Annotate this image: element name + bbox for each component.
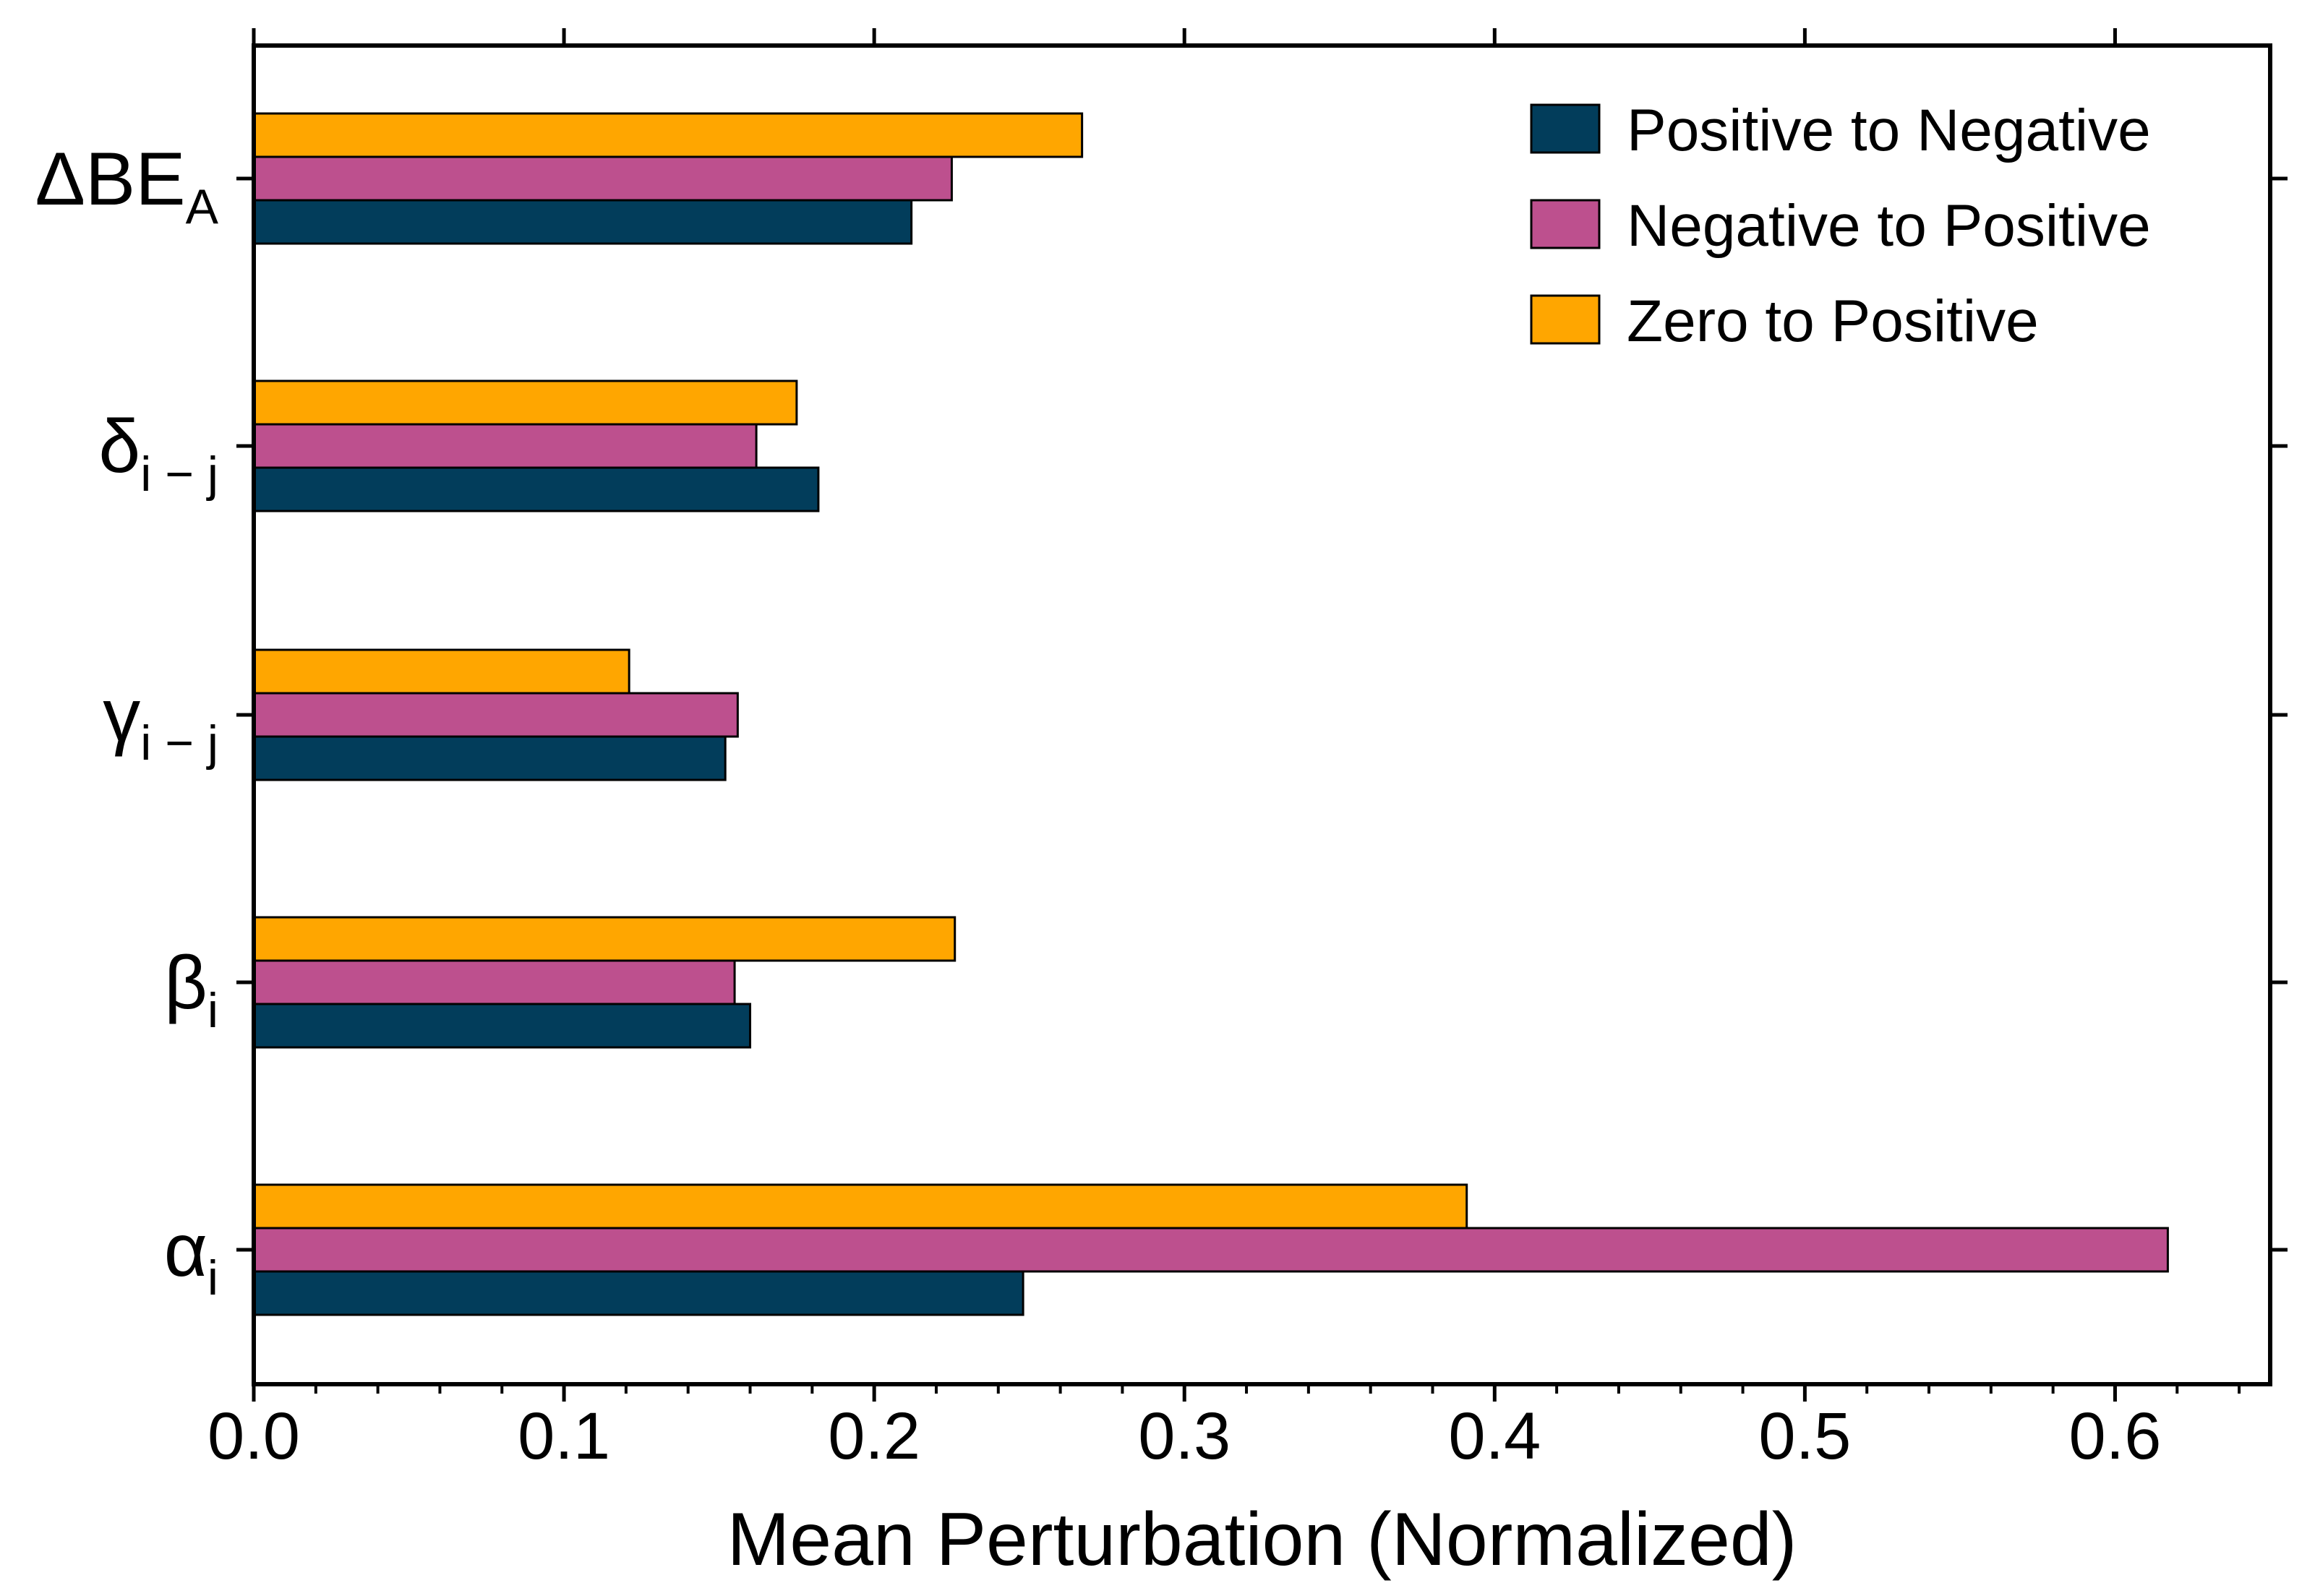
bars-layer — [252, 112, 2169, 1316]
y-category-label-2: γi − j — [103, 674, 218, 771]
y-tick-labels: ΔBEA δi − j γi − j βi αi — [35, 137, 218, 1305]
legend-label-negative-to-positive: Negative to Positive — [1627, 193, 2151, 259]
y-category-label-0: ΔBEA — [35, 137, 218, 234]
x-tick-label-3: 0.3 — [1138, 1399, 1231, 1473]
legend-label-zero-to-positive: Zero to Positive — [1627, 288, 2039, 354]
bar-negative-to-positive-1 — [252, 423, 758, 469]
bar-negative-to-positive-3 — [252, 959, 736, 1005]
bar-negative-to-positive-4 — [252, 1227, 2169, 1273]
legend-swatch-negative-to-positive — [1530, 199, 1601, 249]
bar-negative-to-positive-0 — [252, 155, 953, 202]
legend-swatch-zero-to-positive — [1530, 294, 1601, 345]
x-tick-label-5: 0.5 — [1758, 1399, 1851, 1473]
bar-positive-to-negative-0 — [252, 199, 913, 245]
bar-positive-to-negative-2 — [252, 735, 727, 781]
x-tick-label-4: 0.4 — [1448, 1399, 1541, 1473]
bar-positive-to-negative-4 — [252, 1270, 1024, 1316]
bar-zero-to-positive-4 — [252, 1183, 1468, 1230]
legend: Positive to Negative Negative to Positive… — [1530, 98, 2151, 354]
bar-zero-to-positive-2 — [252, 648, 630, 695]
x-tick-label-1: 0.1 — [518, 1399, 610, 1473]
x-tick-label-2: 0.2 — [828, 1399, 920, 1473]
bar-negative-to-positive-2 — [252, 692, 739, 738]
legend-label-positive-to-negative: Positive to Negative — [1627, 98, 2151, 163]
ticks-layer — [236, 28, 2288, 1402]
bar-zero-to-positive-3 — [252, 916, 957, 962]
y-category-label-1: δi − j — [98, 405, 218, 502]
bar-zero-to-positive-0 — [252, 112, 1084, 158]
y-category-label-4: αi — [164, 1209, 218, 1305]
x-tick-labels: 0.0 0.1 0.2 0.3 0.4 0.5 0.6 — [207, 1399, 2161, 1473]
legend-swatch-positive-to-negative — [1530, 103, 1601, 154]
bar-zero-to-positive-1 — [252, 379, 798, 426]
x-axis-title: Mean Perturbation (Normalized) — [727, 1498, 1797, 1582]
bar-positive-to-negative-3 — [252, 1003, 752, 1049]
x-tick-label-0: 0.0 — [207, 1399, 300, 1473]
y-category-label-3: βi — [164, 941, 218, 1038]
bar-positive-to-negative-1 — [252, 466, 820, 512]
x-tick-label-6: 0.6 — [2069, 1399, 2162, 1473]
